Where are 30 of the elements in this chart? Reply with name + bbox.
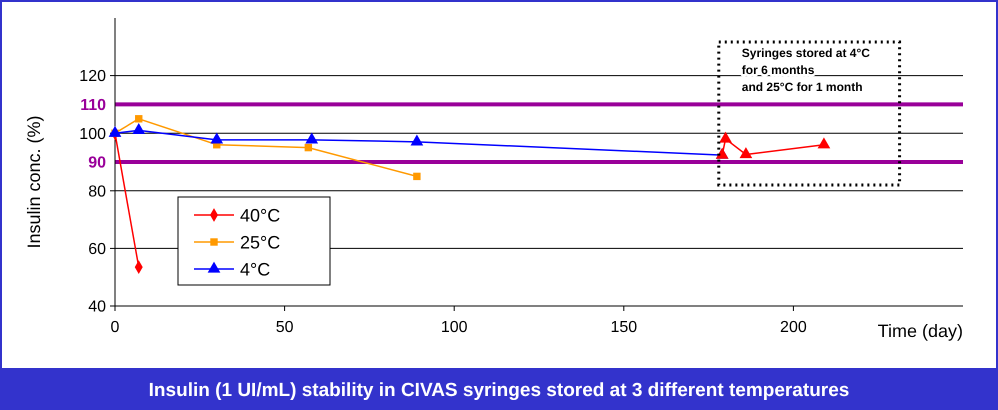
point	[719, 132, 732, 143]
annotation: for 6 months	[742, 63, 815, 77]
y-tick-label: 40	[88, 298, 106, 316]
point	[413, 172, 421, 180]
text: Insulin (1 UI/mL) stability in CIVAS syringes stored at 3 different temperatures	[148, 380, 850, 401]
x-tick-label: 50	[276, 319, 294, 336]
legend-label: 40°C	[240, 205, 280, 226]
point	[132, 122, 146, 134]
annotation: and 25°C for 1 month	[742, 80, 863, 94]
ref-line-label: 90	[88, 154, 106, 172]
y-tick-label: 80	[88, 183, 106, 200]
point	[410, 134, 424, 146]
legend-label: 25°C	[240, 232, 280, 252]
point	[740, 147, 752, 158]
point	[818, 137, 830, 148]
y-tick-label: 60	[88, 241, 106, 258]
ref-line-label: 110	[80, 97, 106, 114]
point	[305, 132, 318, 144]
x-axis-title: Time (day)	[878, 321, 963, 341]
point	[108, 126, 122, 137]
annotation: Syringes stored at 4°C	[742, 46, 870, 60]
y-tick-label: 100	[79, 126, 106, 143]
legend-label: 4°C	[240, 259, 270, 280]
y-tick-label: 120	[79, 68, 106, 86]
x-tick-label: 0	[110, 319, 120, 336]
x-tick-label: 150	[610, 319, 638, 336]
point	[210, 132, 224, 144]
x-tick-label: 100	[440, 319, 468, 336]
y-axis-title: Insulin conc. (%)	[24, 115, 44, 249]
x-tick-label: 200	[780, 319, 807, 336]
